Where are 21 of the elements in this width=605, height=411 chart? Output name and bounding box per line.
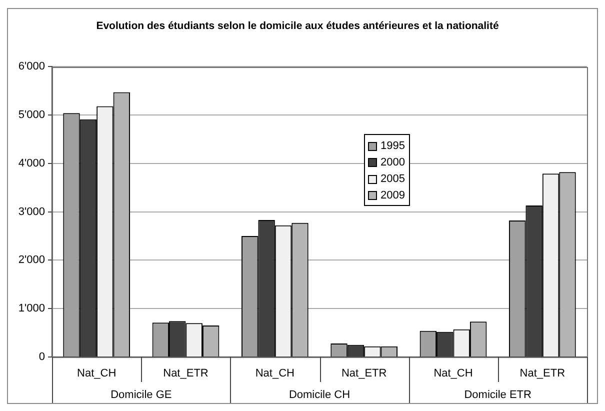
chart-title: Evolution des étudiants selon le domicile aux études antérieures et la nationalité xyxy=(96,20,499,32)
text: Domicile ETR xyxy=(464,389,532,402)
text: Domicile GE xyxy=(110,389,172,402)
x-tick-label: Nat_ETR xyxy=(163,368,208,380)
x-tick-label: Nat_ETR xyxy=(341,368,387,380)
y-tick-label: 1'000 xyxy=(18,302,45,315)
x-tick-label: Nat_CH xyxy=(77,368,116,380)
y-tick-label: 5'000 xyxy=(18,109,45,122)
y-tick-label: 6'000 xyxy=(18,60,45,73)
y-tick-label: 2'000 xyxy=(18,254,45,266)
legend-label: 2000 xyxy=(380,156,405,168)
text: Domicile CH xyxy=(288,389,350,402)
legend-label: 2009 xyxy=(380,189,405,202)
legend-label: 2005 xyxy=(380,172,405,185)
y-tick-label: 0 xyxy=(38,351,45,364)
legend-label: 1995 xyxy=(380,140,405,152)
x-tick-label: Nat_CH xyxy=(434,368,473,380)
y-tick-label: 4'000 xyxy=(18,157,45,170)
x-tick-label: Nat_ETR xyxy=(520,368,566,380)
y-tick-label: 3'000 xyxy=(18,206,45,218)
x-tick-label: Nat_CH xyxy=(255,368,295,380)
